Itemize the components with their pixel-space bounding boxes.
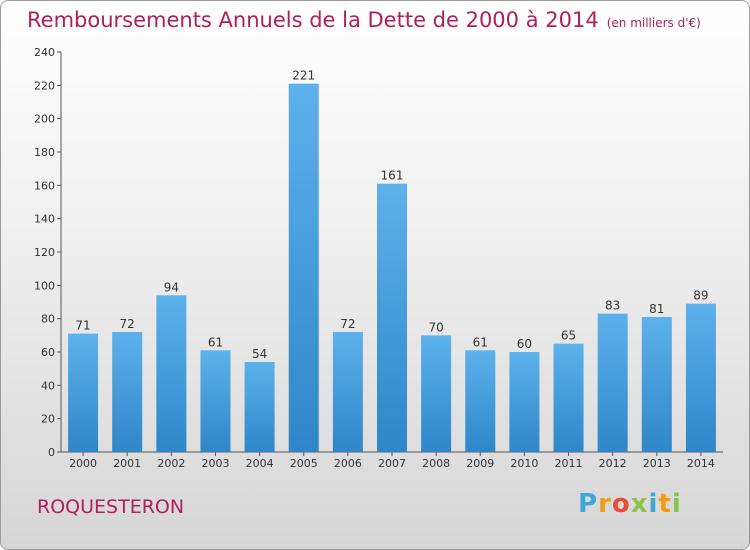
x-tick-label: 2006: [334, 457, 362, 470]
x-tick-label: 2007: [378, 457, 406, 470]
y-tick-label: 0: [48, 446, 55, 459]
x-tick-label: 2000: [69, 457, 97, 470]
chart-title: Remboursements Annuels de la Dette de 20…: [27, 8, 701, 32]
data-label: 94: [164, 280, 179, 294]
bar: [421, 335, 452, 452]
bar: [685, 303, 716, 452]
logo-letter: i: [671, 489, 682, 519]
logo-letter: P: [578, 489, 599, 519]
x-tick-label: 2010: [510, 457, 538, 470]
y-tick-label: 180: [34, 146, 55, 159]
data-label: 221: [292, 69, 315, 83]
x-tick-label: 2002: [157, 457, 185, 470]
logo-letter: t: [658, 489, 672, 519]
logo-letter: i: [648, 489, 659, 519]
y-tick-label: 120: [34, 246, 55, 259]
y-tick-label: 20: [41, 413, 55, 426]
x-tick-label: 2001: [113, 457, 141, 470]
bar: [553, 343, 584, 452]
bar: [244, 362, 275, 452]
y-tick-label: 220: [34, 79, 55, 92]
data-label: 161: [381, 169, 404, 183]
chart-axes: 0 20 40 60 80 100 120 140 160 180 200 220 240 2000 200…: [34, 46, 723, 470]
data-label: 71: [75, 319, 90, 333]
bar: [377, 183, 407, 452]
data-label: 89: [693, 289, 708, 303]
data-label: 54: [252, 347, 267, 361]
y-tick-label: 100: [34, 279, 55, 292]
data-label: 70: [428, 320, 443, 334]
x-tick-label: 2013: [643, 457, 671, 470]
y-tick-label: 200: [34, 113, 55, 126]
bar: [597, 313, 628, 452]
bar: [465, 350, 496, 452]
logo-letter: x: [630, 489, 649, 519]
y-tick-label: 40: [41, 379, 55, 392]
proxiti-logo: Proxiti: [578, 489, 682, 519]
bar: [68, 333, 99, 452]
bar: [200, 350, 231, 452]
bar: [288, 83, 319, 453]
commune-name: ROQUESTERON: [37, 496, 185, 518]
chart-data-labels: 71 72 94 61 54 221 72 161 70 61 60 65 83 81 89: [75, 69, 708, 361]
data-label: 72: [340, 317, 355, 331]
x-tick-label: 2009: [466, 457, 494, 470]
bar: [112, 332, 143, 452]
chart-bars: [68, 83, 716, 453]
x-tick-label: 2008: [422, 457, 450, 470]
data-label: 61: [208, 335, 223, 349]
x-tick-label: 2012: [599, 457, 627, 470]
bar: [641, 317, 672, 452]
chart-unit: (en milliers d'€): [606, 16, 701, 30]
data-label: 61: [473, 335, 488, 349]
y-tick-label: 140: [34, 213, 55, 226]
data-label: 83: [605, 299, 620, 313]
chart-title-text: Remboursements Annuels de la Dette de 20…: [27, 8, 599, 32]
bar: [332, 332, 363, 452]
logo-letter: o: [611, 489, 631, 519]
bar: [156, 295, 187, 452]
y-tick-label: 160: [34, 179, 55, 192]
logo-letter: r: [598, 489, 612, 519]
bar: [509, 352, 540, 452]
x-tick-label: 2011: [555, 457, 583, 470]
y-tick-label: 240: [34, 46, 55, 59]
x-tick-label: 2003: [201, 457, 229, 470]
x-tick-label: 2005: [290, 457, 318, 470]
data-label: 72: [120, 317, 135, 331]
data-label: 60: [517, 337, 532, 351]
y-tick-label: 60: [41, 346, 55, 359]
data-label: 65: [561, 329, 576, 343]
data-label: 81: [649, 302, 664, 316]
x-tick-label: 2014: [687, 457, 715, 470]
x-tick-label: 2004: [246, 457, 274, 470]
y-tick-label: 80: [41, 313, 55, 326]
